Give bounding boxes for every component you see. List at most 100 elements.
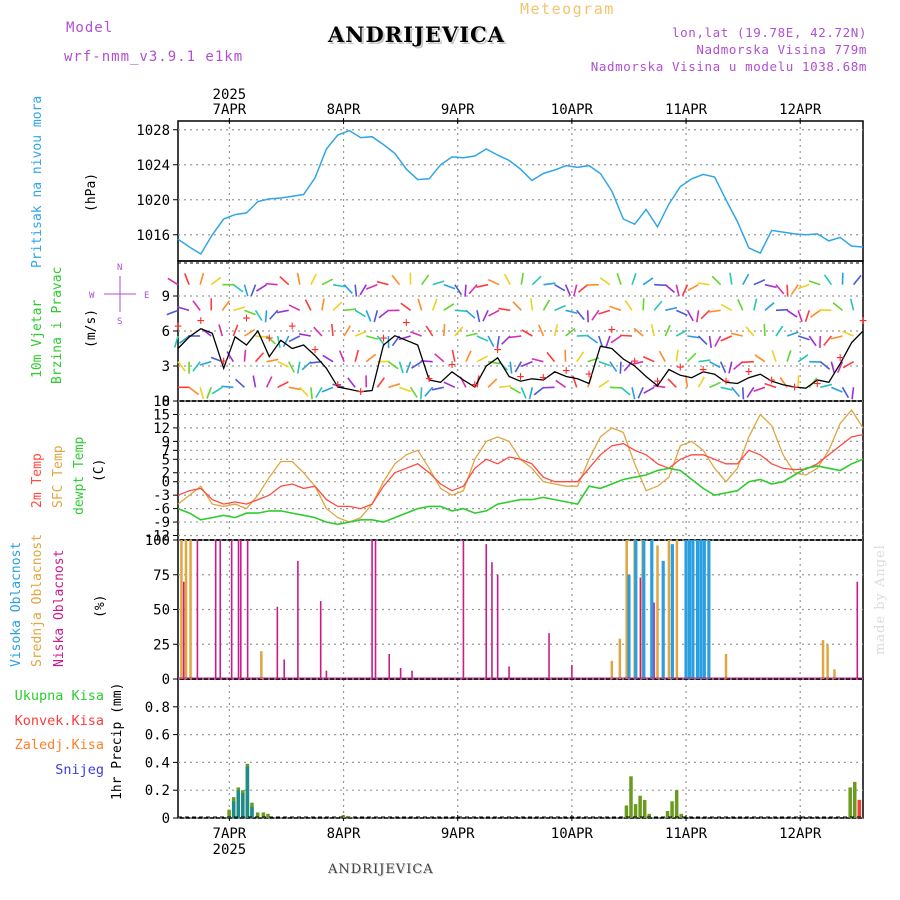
wind-barb: [296, 361, 301, 374]
wind-barb: [359, 284, 367, 296]
bottom-day-label: 8APR: [327, 826, 361, 842]
wind-barb: [315, 386, 323, 399]
wind-barb: [501, 335, 511, 345]
wind-barb: [576, 351, 585, 363]
wind-barb: [591, 309, 600, 321]
compass-e: E: [144, 291, 149, 301]
wind-barb: [697, 376, 706, 388]
wind-barb: [431, 386, 444, 391]
wind-barb: [398, 361, 404, 374]
wind-barb: [464, 284, 467, 297]
wind-barb: [188, 386, 200, 396]
precip-bar: [679, 813, 683, 818]
wind-barb: [266, 335, 277, 345]
wind-barb: [277, 360, 289, 368]
wind-barb: [733, 361, 744, 370]
wind-barb: [184, 273, 190, 285]
wind-barb: [823, 335, 832, 346]
wind-barb: [232, 284, 244, 293]
wind-gust-mark: +: [745, 365, 753, 380]
wind-barb: [451, 349, 456, 362]
wind-barb: [531, 275, 542, 286]
wind-barb: [543, 282, 556, 286]
compass-s: S: [117, 317, 122, 327]
wind-barb: [631, 360, 644, 366]
wind-barb: [553, 324, 559, 337]
wind-barb: [653, 300, 663, 311]
wind-gust-mark: +: [813, 376, 821, 391]
wind-barb: [658, 350, 666, 363]
wind-barb: [753, 386, 766, 392]
wind-barb: [797, 310, 803, 322]
wind-barb: [820, 383, 833, 389]
wind-barb: [420, 274, 430, 286]
wind-barb: [587, 357, 600, 363]
wind-barb: [487, 278, 500, 286]
wind-barbs: [166, 272, 862, 400]
wind-barb: [565, 327, 576, 337]
wind-barb: [417, 298, 423, 311]
wind-barb: [731, 386, 741, 398]
wind-barb: [620, 334, 633, 337]
wind-barb: [730, 332, 743, 337]
wind-barb: [330, 323, 334, 337]
wind-barb: [790, 284, 799, 296]
wind-barb: [642, 298, 645, 311]
wind-gust-mark: +: [402, 316, 410, 331]
wind-barb: [434, 353, 445, 363]
y-tick-label: 25: [153, 637, 170, 653]
y-tick-label: 1020: [136, 193, 170, 209]
wind-gust-mark: +: [334, 378, 342, 393]
wind-barb: [443, 303, 455, 312]
wind-barb: [366, 335, 379, 340]
wind-gust-mark: +: [311, 343, 319, 358]
wind-barb: [599, 277, 611, 286]
wind-barb: [754, 354, 766, 363]
wind-gust-mark: +: [448, 358, 456, 373]
t2m-line: [177, 433, 864, 510]
wind-barb: [276, 335, 281, 348]
elevation-label: Nadmorska Visina 779m: [696, 42, 867, 57]
wind-barb: [786, 331, 799, 337]
wind-barb: [720, 335, 733, 342]
wind-barb: [711, 275, 722, 286]
wind-barb: [554, 283, 566, 292]
wind-gust-mark: +: [174, 319, 182, 334]
wind-barb: [530, 298, 534, 311]
wind-barb: [221, 300, 231, 311]
wind-gust-mark: +: [243, 311, 251, 326]
wind-barb: [269, 309, 279, 320]
meteogram-title: Meteogram: [520, 0, 615, 18]
wind-barb: [837, 361, 844, 374]
wind-barb: [354, 330, 367, 337]
wind-barb: [376, 377, 386, 388]
precip-bar: [250, 806, 254, 818]
wind-gust-mark: +: [585, 367, 593, 382]
wind-barb: [199, 272, 205, 285]
wind-barb: [797, 283, 810, 290]
wind-barb: [542, 299, 551, 311]
wind-barb: [476, 283, 489, 288]
wind-barb: [665, 306, 678, 312]
legend-conv: Konvek.Kisa: [14, 713, 104, 729]
wind-barb: [849, 298, 855, 311]
wind-barb: [442, 323, 446, 337]
wind-barb: [642, 356, 655, 363]
wind-barb: [741, 387, 745, 400]
wind-barb: [681, 284, 689, 296]
wind-barb: [454, 326, 464, 337]
wind-barb: [786, 309, 798, 318]
wind-barb: [313, 326, 323, 337]
wind-barb: [745, 326, 755, 337]
precip-bar: [633, 804, 638, 818]
wind-gust-mark: +: [265, 331, 273, 346]
y-tick-label: 1028: [136, 123, 170, 139]
wind-barb: [338, 350, 345, 362]
wind-barb: [321, 278, 334, 286]
wind-barb: [443, 381, 456, 389]
wind-barb: [654, 283, 667, 287]
wind-barb: [405, 361, 412, 374]
wind-barb: [321, 298, 325, 311]
wind-barb: [503, 273, 511, 286]
